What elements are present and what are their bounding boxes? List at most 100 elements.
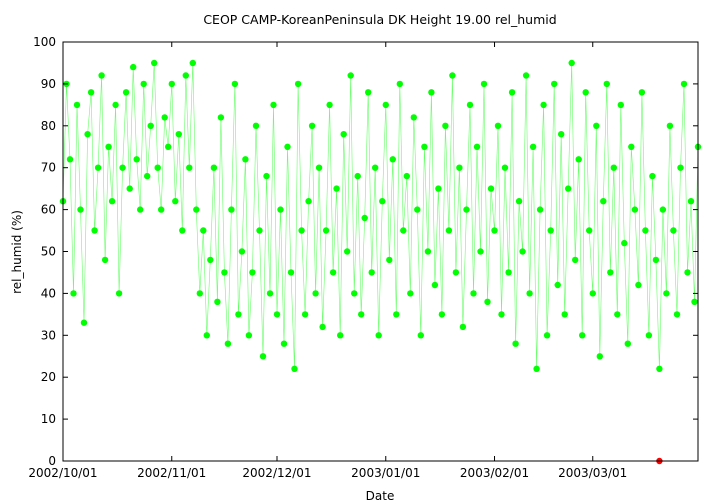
chart-title: CEOP CAMP-KoreanPeninsula DK Height 19.0…: [203, 12, 556, 27]
data-point: [624, 340, 631, 347]
data-point: [200, 227, 207, 234]
data-point: [393, 311, 400, 318]
data-point: [126, 185, 133, 192]
data-point: [175, 131, 182, 138]
data-point: [642, 227, 649, 234]
y-tick-label: 70: [41, 161, 56, 175]
data-point: [210, 164, 218, 171]
data-point: [294, 80, 302, 88]
data-point: [589, 290, 596, 297]
data-point: [491, 227, 498, 234]
y-tick-label: 90: [41, 77, 56, 91]
data-point: [249, 269, 256, 276]
data-point: [463, 206, 470, 213]
data-point: [319, 323, 326, 331]
data-point: [628, 143, 635, 150]
data-point: [494, 122, 502, 129]
data-point: [242, 156, 249, 163]
data-point: [224, 340, 232, 347]
data-point: [547, 227, 554, 234]
data-point: [543, 332, 551, 339]
data-point: [228, 206, 235, 213]
data-point: [347, 72, 354, 79]
data-point: [368, 269, 375, 276]
data-point: [130, 63, 137, 71]
data-point: [582, 89, 589, 96]
data-point: [442, 122, 449, 129]
data-point: [677, 164, 684, 171]
data-point: [329, 269, 337, 276]
data-point: [449, 72, 456, 79]
data-point: [151, 59, 158, 67]
data-point: [610, 164, 617, 171]
data-point: [568, 59, 575, 67]
data-point: [351, 290, 358, 297]
data-point: [649, 172, 656, 180]
data-point: [417, 332, 424, 339]
data-point: [596, 353, 603, 360]
y-tick-label: 30: [41, 328, 56, 342]
data-point: [487, 185, 495, 192]
data-point: [238, 248, 246, 255]
data-point: [221, 269, 228, 276]
data-point: [435, 185, 442, 192]
data-point: [456, 164, 463, 171]
data-point: [365, 89, 372, 96]
data-point: [652, 256, 660, 264]
data-point: [579, 332, 586, 339]
data-point: [614, 311, 621, 318]
y-tick-label: 10: [41, 412, 56, 426]
x-tick-label: 2003/02/01: [460, 466, 529, 480]
data-point: [122, 89, 130, 96]
data-point: [565, 185, 572, 192]
data-point: [263, 172, 270, 180]
y-tick-label: 80: [41, 119, 56, 133]
data-point: [354, 172, 361, 180]
data-point: [607, 269, 614, 276]
data-point: [663, 290, 670, 297]
data-point: [158, 206, 165, 213]
data-point: [452, 269, 460, 276]
y-tick-label: 60: [41, 203, 56, 217]
data-point: [635, 281, 642, 289]
data-point: [308, 122, 316, 129]
data-point: [691, 298, 698, 305]
data-point: [301, 311, 309, 318]
data-point: [84, 131, 91, 138]
x-tick-label: 2002/12/01: [242, 466, 311, 480]
data-point: [322, 227, 330, 234]
data-point: [119, 164, 126, 171]
data-point: [466, 101, 474, 109]
data-point: [98, 72, 105, 79]
data-point: [519, 248, 526, 255]
data-point: [91, 227, 98, 234]
data-point: [389, 156, 396, 163]
x-tick-label: 2002/10/01: [28, 466, 97, 480]
data-point: [586, 227, 593, 234]
data-point: [400, 227, 407, 234]
series-line: [62, 62, 699, 369]
data-point: [558, 131, 565, 138]
data-point: [196, 290, 203, 297]
data-point: [179, 227, 186, 234]
data-point: [305, 198, 312, 205]
data-point: [80, 319, 88, 326]
data-point: [638, 89, 646, 96]
x-tick-label: 2003/01/01: [351, 466, 420, 480]
data-point: [572, 256, 579, 264]
data-point: [231, 80, 239, 88]
data-point: [593, 122, 600, 129]
y-tick-label: 40: [41, 286, 56, 300]
data-point: [396, 80, 403, 88]
y-tick-label: 50: [41, 245, 56, 259]
data-point: [421, 143, 428, 150]
data-point: [340, 131, 347, 138]
data-point: [137, 206, 144, 213]
data-point: [621, 239, 628, 247]
data-point: [498, 311, 505, 318]
data-point: [73, 101, 81, 109]
data-point: [533, 365, 540, 372]
data-point: [133, 156, 140, 163]
data-point: [144, 172, 151, 180]
